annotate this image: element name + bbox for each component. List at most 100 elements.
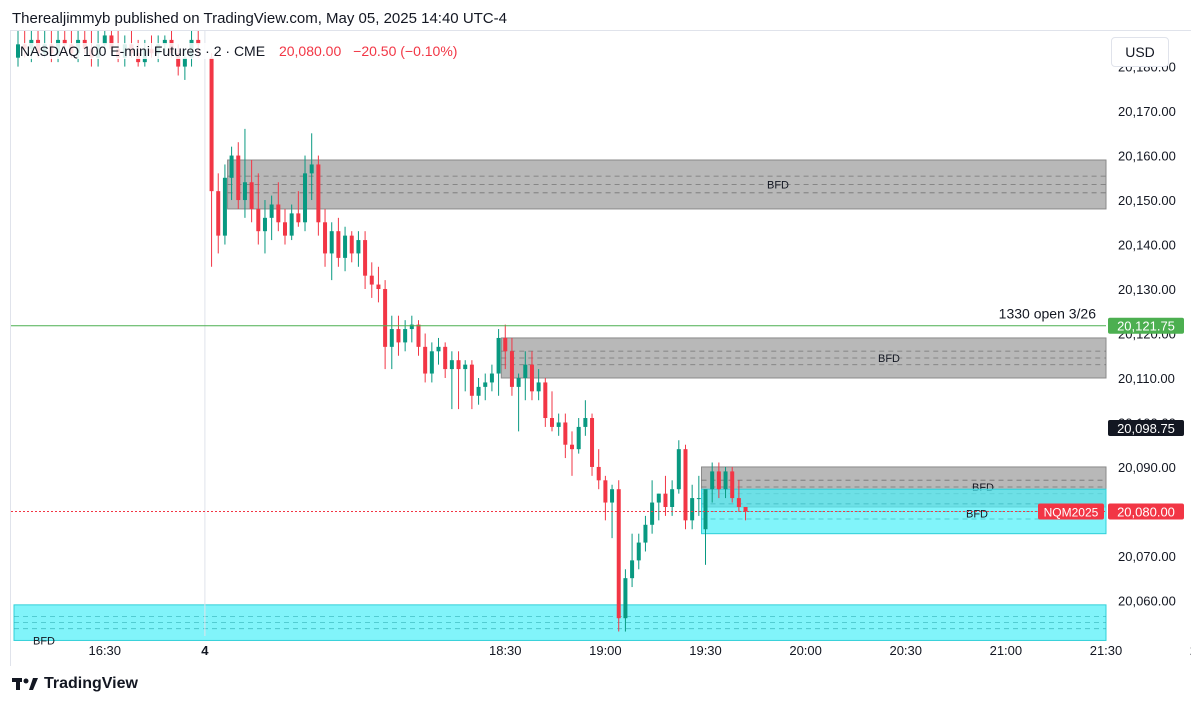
candle-body-40 [289, 213, 294, 236]
candle-body-96 [663, 493, 668, 507]
candle-body-103 [710, 471, 715, 490]
candle-body-91 [630, 560, 635, 579]
candle-body-99 [683, 449, 688, 521]
candle-body-38 [276, 204, 281, 223]
zone-label-1: BFD [878, 353, 900, 365]
candle-body-86 [596, 466, 601, 481]
candle-body-56 [396, 329, 401, 343]
candle-body-84 [583, 418, 588, 427]
zone-label-4: BFD [33, 635, 55, 647]
candle-body-64 [449, 360, 454, 370]
last-price-tag: 20,080.00 [1117, 504, 1175, 519]
candle-body-39 [282, 222, 287, 236]
candle-body-50 [356, 240, 361, 254]
candle-body-14 [109, 35, 114, 49]
candle-body-107 [736, 498, 741, 507]
x-tick-label-1: 4 [201, 643, 209, 658]
candle-body-35 [256, 208, 261, 232]
candle-body-76 [529, 364, 534, 392]
candle-body-67 [469, 364, 474, 396]
candle-body-59 [416, 324, 421, 347]
candle-body-45 [323, 222, 328, 254]
candle-body-52 [369, 275, 374, 285]
x-tick-label-9: 22:00 [1190, 643, 1191, 658]
candle-body-71 [496, 337, 501, 374]
candle-body-24 [176, 53, 181, 67]
candle-body-49 [349, 235, 354, 254]
candle-body-53 [376, 284, 381, 290]
candle-body-13 [102, 35, 107, 45]
candle-body-100 [690, 498, 695, 521]
x-tick-label-5: 20:00 [789, 643, 822, 658]
crosshair-price-tag-bg [1108, 420, 1184, 437]
candle-body-54 [383, 289, 388, 347]
x-tick-label-0: 16:30 [88, 643, 121, 658]
candle-body-55 [389, 329, 394, 347]
crosshair-price-tag: 20,098.75 [1117, 421, 1175, 436]
green-level-tag: 20,121.75 [1117, 319, 1175, 334]
candle-body-31 [229, 155, 234, 178]
candle-body-78 [543, 382, 548, 419]
candle-body-60 [423, 346, 428, 374]
y-tick-label-11: 20,170.00 [1118, 104, 1176, 119]
candle-body-27 [196, 39, 201, 45]
symbol-legend: NASDAQ 100 E-mini Futures · 2 · CME 20,0… [20, 43, 462, 59]
candle-body-61 [429, 351, 434, 374]
candle-body-82 [570, 444, 575, 450]
candle-body-43 [309, 164, 314, 174]
candle-body-74 [516, 377, 521, 387]
candle-body-63 [443, 346, 448, 370]
candle-body-81 [563, 422, 568, 445]
x-tick-label-6: 20:30 [889, 643, 922, 658]
candle-body-22 [162, 39, 167, 45]
green-level-tag-bg [1108, 317, 1184, 334]
candle-body-25 [182, 57, 187, 67]
candle-body-7 [62, 39, 67, 45]
candle-body-33 [242, 182, 247, 201]
candle-body-46 [329, 231, 334, 254]
y-tick-label-9: 20,150.00 [1118, 193, 1176, 208]
candle-body-95 [656, 493, 661, 503]
y-tick-label-0: 20,060.00 [1118, 593, 1176, 608]
candle-body-93 [643, 524, 648, 543]
candle-body-34 [249, 182, 254, 209]
x-tick-label-4: 19:30 [689, 643, 722, 658]
candle-body-75 [523, 364, 528, 378]
candle-body-28 [209, 57, 214, 192]
candle-body-29 [216, 191, 221, 236]
candle-body-0 [16, 44, 20, 58]
tradingview-logo-icon [12, 678, 38, 690]
candle-body-106 [730, 471, 735, 499]
price-change-text: −20.50 (−0.10%) [353, 43, 458, 59]
candle-body-104 [716, 471, 721, 490]
x-tick-label-2: 18:30 [489, 643, 522, 658]
x-tick-label-3: 19:00 [589, 643, 622, 658]
open-level-label: 1330 open 3/26 [999, 306, 1097, 322]
y-tick-label-7: 20,130.00 [1118, 282, 1176, 297]
candle-body-85 [590, 418, 595, 467]
candle-body-108 [743, 506, 748, 512]
candle-body-101 [696, 498, 701, 500]
zone-label-3: BFD [966, 508, 988, 520]
candle-body-47 [336, 231, 341, 258]
x-tick-label-7: 21:00 [990, 643, 1023, 658]
candle-body-90 [623, 578, 628, 619]
symbol-tag: NQM2025 [1044, 505, 1099, 519]
last-price-text: 20,080.00 [278, 43, 342, 59]
currency-button[interactable]: USD [1111, 37, 1169, 67]
candle-body-92 [636, 542, 641, 561]
y-tick-label-1: 20,070.00 [1118, 549, 1176, 564]
candle-body-68 [476, 386, 481, 396]
candle-body-72 [503, 337, 508, 352]
y-tick-label-5: 20,110.00 [1118, 371, 1175, 386]
tradingview-brand: TradingView [44, 675, 138, 692]
candle-body-102 [703, 489, 708, 530]
candle-body-80 [556, 422, 561, 427]
symbol-tag-bg [1038, 503, 1104, 520]
candle-body-37 [269, 204, 274, 218]
candle-body-62 [436, 346, 441, 352]
x-tick-label-8: 21:30 [1090, 643, 1123, 658]
chart-frame[interactable]: BFD BFD BFD BFD BFD 1330 open 3/26 20,060.00… [10, 30, 1191, 666]
tradingview-logo: TradingView [12, 675, 138, 693]
